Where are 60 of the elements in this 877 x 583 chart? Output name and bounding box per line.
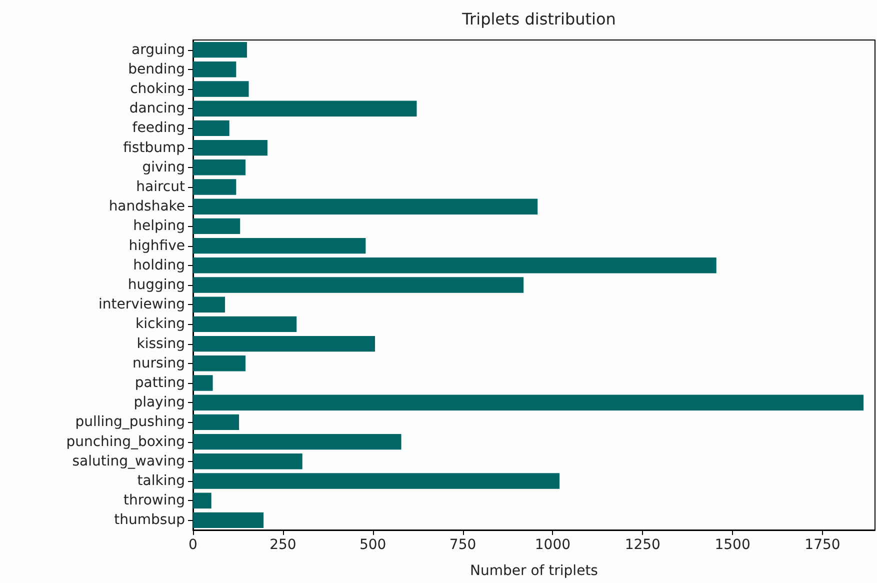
y-tick-label: throwing bbox=[124, 492, 185, 509]
x-tick-label: 0 bbox=[188, 537, 198, 553]
y-tick-label: hugging bbox=[128, 277, 185, 293]
y-tick-label: kissing bbox=[136, 336, 185, 352]
bar bbox=[193, 81, 249, 97]
y-tick-label: fistbump bbox=[123, 140, 186, 156]
y-tick-label: haircut bbox=[136, 179, 186, 195]
bar bbox=[193, 179, 236, 195]
bar bbox=[193, 492, 212, 508]
bar bbox=[193, 356, 246, 372]
y-tick-label: saluting_waving bbox=[72, 453, 185, 470]
x-tick-label: 1500 bbox=[714, 537, 750, 553]
y-tick-label: feeding bbox=[132, 120, 185, 136]
bar bbox=[193, 316, 297, 332]
bar bbox=[193, 62, 236, 78]
x-tick-label: 1250 bbox=[624, 537, 660, 553]
y-tick-label: holding bbox=[133, 257, 185, 274]
bar bbox=[193, 42, 247, 58]
bar bbox=[193, 238, 366, 254]
bar bbox=[193, 198, 538, 214]
x-axis-title: Number of triplets bbox=[470, 563, 598, 579]
y-tick-label: choking bbox=[130, 81, 185, 97]
y-tick-label: bending bbox=[128, 61, 185, 78]
bar bbox=[193, 218, 240, 234]
x-tick-label: 750 bbox=[449, 537, 476, 553]
bar bbox=[193, 140, 268, 156]
x-tick-label: 1750 bbox=[804, 537, 840, 553]
y-tick-label: nursing bbox=[132, 355, 185, 372]
y-tick-label: interviewing bbox=[98, 296, 185, 313]
bar bbox=[193, 258, 716, 274]
y-tick-label: talking bbox=[137, 473, 185, 489]
x-tick-label: 1000 bbox=[534, 537, 571, 553]
bar bbox=[193, 160, 246, 176]
y-tick-label: handshake bbox=[108, 198, 185, 215]
bar bbox=[193, 454, 302, 470]
y-tick-label: kicking bbox=[136, 316, 185, 332]
y-tick-label: helping bbox=[133, 218, 185, 234]
bar bbox=[193, 120, 230, 136]
bar bbox=[193, 414, 240, 430]
y-tick-label: dancing bbox=[129, 100, 185, 117]
bar bbox=[193, 434, 402, 450]
bar bbox=[193, 100, 417, 116]
y-tick-label: punching_boxing bbox=[66, 434, 185, 450]
chart-title: Triplets distribution bbox=[461, 10, 616, 28]
y-tick-label: highfive bbox=[128, 238, 185, 254]
x-tick-label: 250 bbox=[270, 537, 296, 553]
bar bbox=[193, 277, 524, 293]
y-tick-label: arguing bbox=[132, 42, 185, 58]
bar bbox=[193, 296, 226, 312]
bar bbox=[193, 473, 560, 489]
y-tick-label: thumbsup bbox=[114, 512, 186, 528]
bar bbox=[193, 394, 864, 410]
bar bbox=[193, 336, 376, 352]
bar bbox=[193, 512, 264, 528]
y-tick-label: giving bbox=[142, 159, 185, 176]
x-tick-label: 500 bbox=[359, 537, 386, 553]
y-tick-label: pulling_pushing bbox=[75, 414, 185, 430]
y-tick-label: playing bbox=[134, 394, 185, 411]
y-tick-label: patting bbox=[134, 375, 185, 391]
bar bbox=[193, 375, 213, 391]
